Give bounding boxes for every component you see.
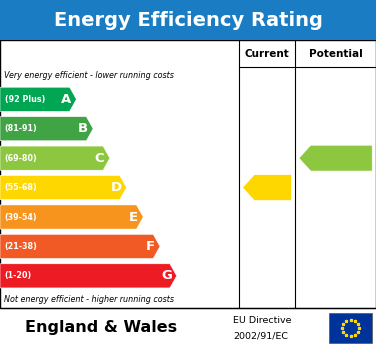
- Text: Not energy efficient - higher running costs: Not energy efficient - higher running co…: [4, 295, 174, 304]
- Polygon shape: [0, 146, 110, 170]
- Text: 2002/91/EC: 2002/91/EC: [233, 331, 288, 340]
- Text: A: A: [61, 93, 71, 106]
- Text: Very energy efficient - lower running costs: Very energy efficient - lower running co…: [4, 71, 174, 80]
- Bar: [0, 0, 376, 40]
- Text: (55-68): (55-68): [5, 183, 37, 192]
- Text: D: D: [111, 181, 122, 194]
- Text: G: G: [161, 269, 172, 282]
- Text: (1-20): (1-20): [5, 271, 32, 280]
- Text: C: C: [95, 152, 105, 165]
- Polygon shape: [0, 175, 127, 200]
- Text: Energy Efficiency Rating: Energy Efficiency Rating: [53, 10, 323, 30]
- Text: E: E: [129, 211, 138, 223]
- Polygon shape: [299, 145, 372, 171]
- Text: (21-38): (21-38): [5, 242, 37, 251]
- Text: (69-80): (69-80): [5, 153, 37, 163]
- Text: Potential: Potential: [309, 49, 362, 58]
- Text: 72: 72: [330, 149, 353, 167]
- Text: 65: 65: [261, 179, 284, 197]
- Text: F: F: [145, 240, 155, 253]
- Polygon shape: [0, 87, 76, 111]
- Text: B: B: [78, 122, 88, 135]
- Text: Current: Current: [244, 49, 290, 58]
- Text: EU Directive: EU Directive: [233, 316, 292, 325]
- Polygon shape: [0, 205, 143, 229]
- Text: (92 Plus): (92 Plus): [5, 95, 45, 104]
- Text: (81-91): (81-91): [5, 124, 37, 133]
- Polygon shape: [0, 234, 160, 259]
- Polygon shape: [0, 264, 177, 288]
- Text: England & Wales: England & Wales: [26, 321, 177, 335]
- Text: (39-54): (39-54): [5, 213, 37, 222]
- Bar: [329, 313, 372, 343]
- Polygon shape: [0, 117, 93, 141]
- Bar: [0, 40, 376, 308]
- Polygon shape: [243, 175, 291, 200]
